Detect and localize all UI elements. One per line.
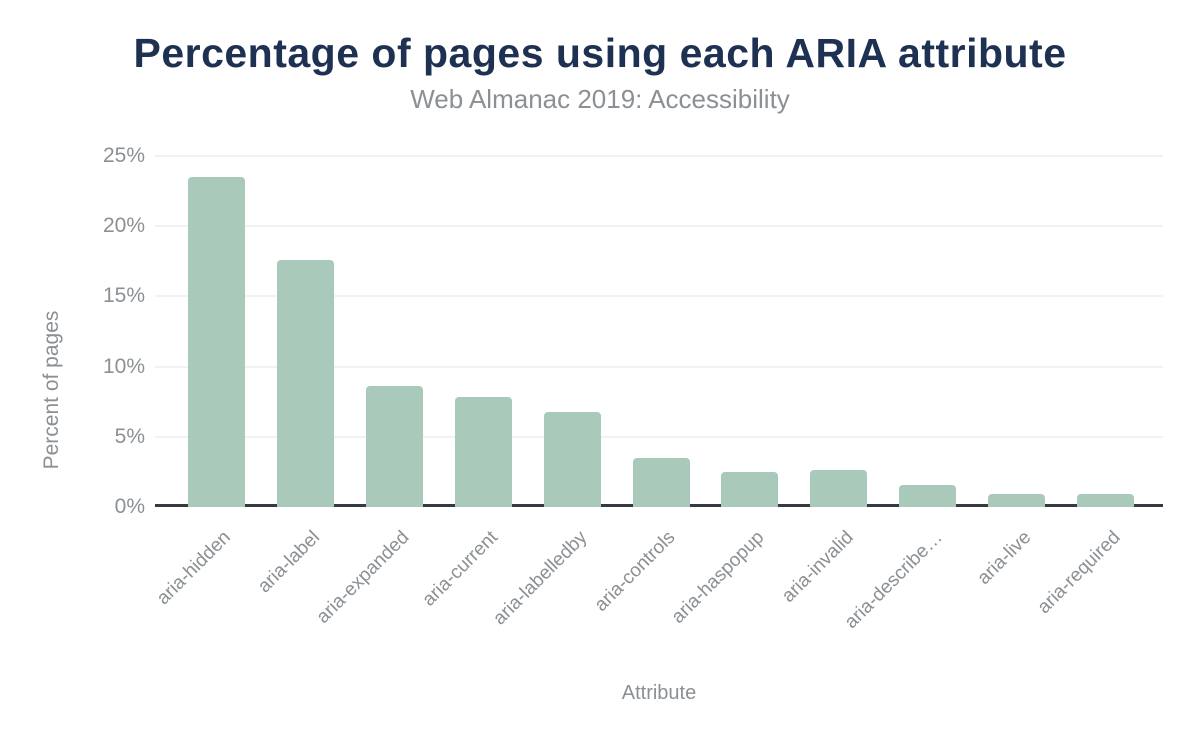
x-tick-label: aria-controls [591,527,680,616]
y-tick-label: 10% [102,354,145,378]
bar-aria-live [988,494,1046,507]
gridline-25 [155,155,1163,157]
x-tick-label: aria-expanded [312,527,414,628]
x-tick-label: aria-label [254,527,325,598]
y-tick-label: 5% [114,424,145,448]
x-tick-label: aria-haspopup [668,527,769,628]
x-tick-label: aria-required [1033,527,1125,619]
bar-aria-current [454,397,512,507]
gridline-15 [155,295,1163,298]
y-tick-label: 0% [114,495,145,518]
y-tick-label: 25% [102,144,145,167]
y-tick-label: 15% [102,284,145,308]
bar-aria-labelledby [543,412,601,507]
bar-aria-expanded [365,386,423,507]
gridline-5 [155,435,1163,438]
bar-aria-required [1077,494,1134,507]
bar-aria-hidden [188,177,245,507]
x-tick-label: aria-current [418,527,503,611]
bar-aria-invalid [810,470,868,507]
bar-aria-controls [632,458,690,507]
chart-subtitle: Web Almanac 2019: Accessibility [410,84,790,114]
x-tick-label: aria-invalid [777,527,858,607]
bar-aria-describe… [899,485,957,507]
x-tick-label: aria-hidden [153,527,236,610]
bar-aria-haspopup [721,472,779,507]
x-tick-label: aria-live [973,527,1036,589]
chart-title: Percentage of pages using each ARIA attr… [133,30,1067,76]
gridline-20 [155,225,1163,228]
x-axis-title: Attribute [621,682,697,704]
bar-aria-label [276,260,334,507]
y-tick-label: 20% [102,214,145,238]
x-tick-label: aria-labelledby [488,527,591,630]
gridline-10 [155,365,1163,368]
